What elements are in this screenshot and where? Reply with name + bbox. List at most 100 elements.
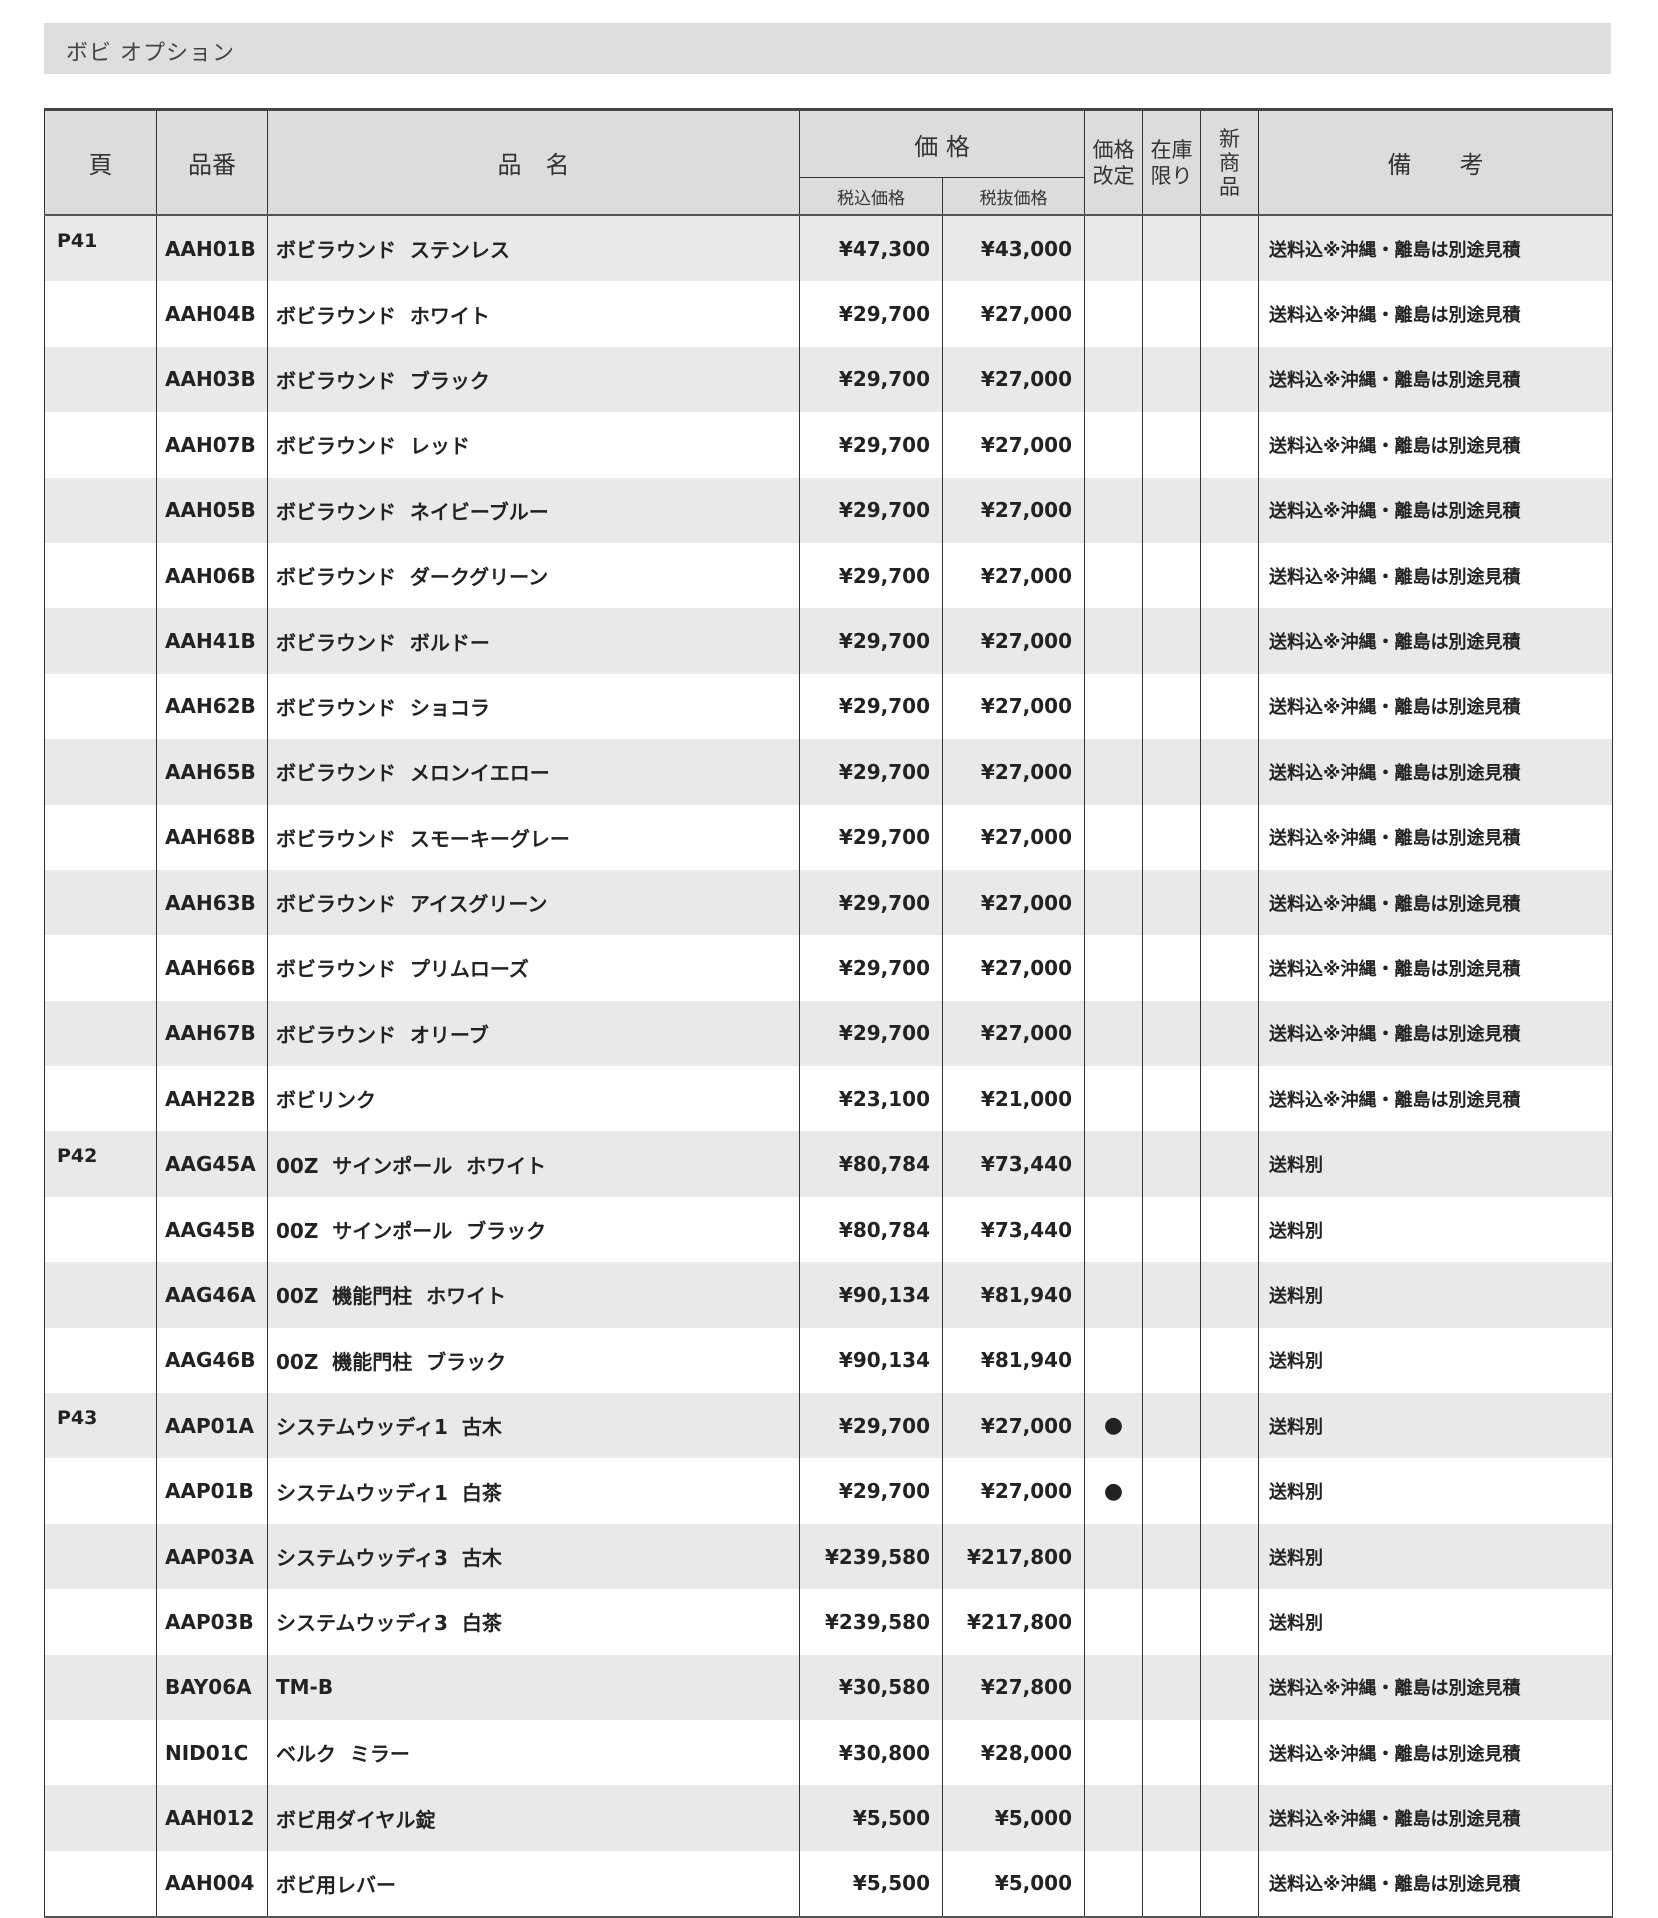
page-cell [44, 1327, 157, 1394]
new-product-mark [1200, 608, 1260, 674]
price-incl: ¥5,500 [799, 1850, 943, 1918]
page-cell [44, 869, 157, 936]
price-table: 頁 品番 品 名 価 格 価格 改定 在庫 限り 新 商 品 備 考 税込価格 … [44, 108, 1614, 1918]
price-revised-mark [1084, 1785, 1144, 1851]
stock-limited-mark [1142, 1327, 1202, 1394]
page-cell [44, 1458, 157, 1524]
table-row: AAG46A 00Z 機能門柱 ホワイト ¥90,134 ¥81,940 送料別 [44, 1262, 1614, 1328]
new-product-mark [1200, 281, 1260, 347]
table-row: P42 AAG45A 00Z サインポール ホワイト ¥80,784 ¥73,440 送料… [44, 1131, 1614, 1197]
notes-cell: 送料込※沖縄・離島は別途見積 [1258, 739, 1614, 805]
price-excl: ¥81,940 [941, 1327, 1086, 1394]
new-product-mark [1200, 477, 1260, 543]
page-cell: P41 [44, 215, 157, 282]
notes-cell: 送料込※沖縄・離島は別途見積 [1258, 1719, 1614, 1786]
new-product-mark [1200, 1393, 1260, 1459]
product-code: AAG46A [156, 1262, 268, 1328]
price-excl: ¥27,000 [941, 1393, 1086, 1459]
price-incl: ¥29,700 [799, 739, 943, 805]
table-row: AAH004 ボビ用レバー ¥5,500 ¥5,000 送料込※沖縄・離島は別途見積 [44, 1850, 1614, 1918]
table-row: P43 AAP01A システムウッディ1 古木 ¥29,700 ¥27,000 ● 送料別 [44, 1393, 1614, 1459]
price-excl: ¥27,000 [941, 1458, 1086, 1524]
price-incl: ¥29,700 [799, 1458, 943, 1524]
new-product-mark [1200, 215, 1260, 282]
price-incl: ¥29,700 [799, 542, 943, 609]
product-name: ベルク ミラー [267, 1719, 800, 1786]
product-name: TM-B [267, 1654, 800, 1720]
product-name: システムウッディ1 古木 [267, 1393, 800, 1459]
price-incl: ¥29,700 [799, 346, 943, 413]
stock-limited-mark [1142, 1850, 1202, 1918]
table-row: AAH62B ボビラウンド ショコラ ¥29,700 ¥27,000 送料込※沖縄・離島… [44, 673, 1614, 740]
price-incl: ¥30,580 [799, 1654, 943, 1720]
stock-limited-mark [1142, 281, 1202, 347]
price-revised-mark [1084, 1719, 1144, 1786]
notes-cell: 送料込※沖縄・離島は別途見積 [1258, 1654, 1614, 1720]
page-cell [44, 1589, 157, 1655]
product-code: AAP01B [156, 1458, 268, 1524]
notes-cell: 送料込※沖縄・離島は別途見積 [1258, 1850, 1614, 1918]
notes-cell: 送料別 [1258, 1393, 1614, 1459]
product-name: ボビラウンド ネイビーブルー [267, 477, 800, 543]
product-name: 00Z 機能門柱 ホワイト [267, 1262, 800, 1328]
price-excl: ¥43,000 [941, 215, 1086, 282]
price-revised-mark: ● [1084, 1393, 1144, 1459]
new-product-mark [1200, 1327, 1260, 1394]
section-title-bar: ボビ オプション [44, 23, 1611, 74]
stock-limited-mark [1142, 215, 1202, 282]
price-revised-mark [1084, 1327, 1144, 1394]
notes-cell: 送料込※沖縄・離島は別途見積 [1258, 346, 1614, 413]
price-incl: ¥5,500 [799, 1785, 943, 1851]
new-product-mark [1200, 1458, 1260, 1524]
product-code: AAH63B [156, 869, 268, 936]
product-code: AAG46B [156, 1327, 268, 1394]
price-revised-mark [1084, 608, 1144, 674]
stock-limited-mark [1142, 1785, 1202, 1851]
table-row: AAG45B 00Z サインポール ブラック ¥80,784 ¥73,440 送料別 [44, 1196, 1614, 1263]
stock-limited-mark [1142, 1262, 1202, 1328]
notes-cell: 送料込※沖縄・離島は別途見積 [1258, 412, 1614, 478]
new-product-mark [1200, 804, 1260, 870]
product-name: ボビラウンド ホワイト [267, 281, 800, 347]
price-excl: ¥217,800 [941, 1589, 1086, 1655]
header-price: 価 格 [798, 108, 1086, 178]
price-revised-mark [1084, 1850, 1144, 1918]
table-row: AAP03A システムウッディ3 古木 ¥239,580 ¥217,800 送料別 [44, 1523, 1614, 1590]
price-revised-mark [1084, 1196, 1144, 1263]
stock-limited-mark [1142, 1393, 1202, 1459]
price-excl: ¥27,000 [941, 739, 1086, 805]
stock-limited-mark [1142, 804, 1202, 870]
page-cell [44, 1262, 157, 1328]
stock-limited-mark [1142, 608, 1202, 674]
price-revised-mark [1084, 804, 1144, 870]
price-incl: ¥29,700 [799, 412, 943, 478]
price-incl: ¥90,134 [799, 1327, 943, 1394]
product-code: AAP01A [156, 1393, 268, 1459]
stock-limited-mark [1142, 477, 1202, 543]
stock-limited-mark [1142, 346, 1202, 413]
table-row: AAH04B ボビラウンド ホワイト ¥29,700 ¥27,000 送料込※沖縄・離島… [44, 281, 1614, 347]
header-revised: 価格 改定 [1084, 108, 1144, 216]
price-excl: ¥73,440 [941, 1131, 1086, 1197]
price-incl: ¥29,700 [799, 281, 943, 347]
price-incl: ¥47,300 [799, 215, 943, 282]
new-product-mark [1200, 1850, 1260, 1918]
new-product-mark [1200, 739, 1260, 805]
stock-limited-mark [1142, 935, 1202, 1001]
product-code: AAH01B [156, 215, 268, 282]
notes-cell: 送料別 [1258, 1196, 1614, 1263]
price-excl: ¥27,000 [941, 477, 1086, 543]
page-cell [44, 608, 157, 674]
table-row: AAP01B システムウッディ1 白茶 ¥29,700 ¥27,000 ● 送料別 [44, 1458, 1614, 1524]
table-row: AAH67B ボビラウンド オリーブ ¥29,700 ¥27,000 送料込※沖縄・離島… [44, 1000, 1614, 1067]
product-code: AAP03B [156, 1589, 268, 1655]
notes-cell: 送料込※沖縄・離島は別途見積 [1258, 804, 1614, 870]
price-incl: ¥239,580 [799, 1589, 943, 1655]
product-code: AAH65B [156, 739, 268, 805]
new-product-mark [1200, 1523, 1260, 1590]
stock-limited-mark [1142, 869, 1202, 936]
table-row: AAH07B ボビラウンド レッド ¥29,700 ¥27,000 送料込※沖縄・離島は… [44, 412, 1614, 478]
product-code: AAH41B [156, 608, 268, 674]
price-excl: ¥73,440 [941, 1196, 1086, 1263]
header-price-excl: 税抜価格 [941, 177, 1086, 216]
